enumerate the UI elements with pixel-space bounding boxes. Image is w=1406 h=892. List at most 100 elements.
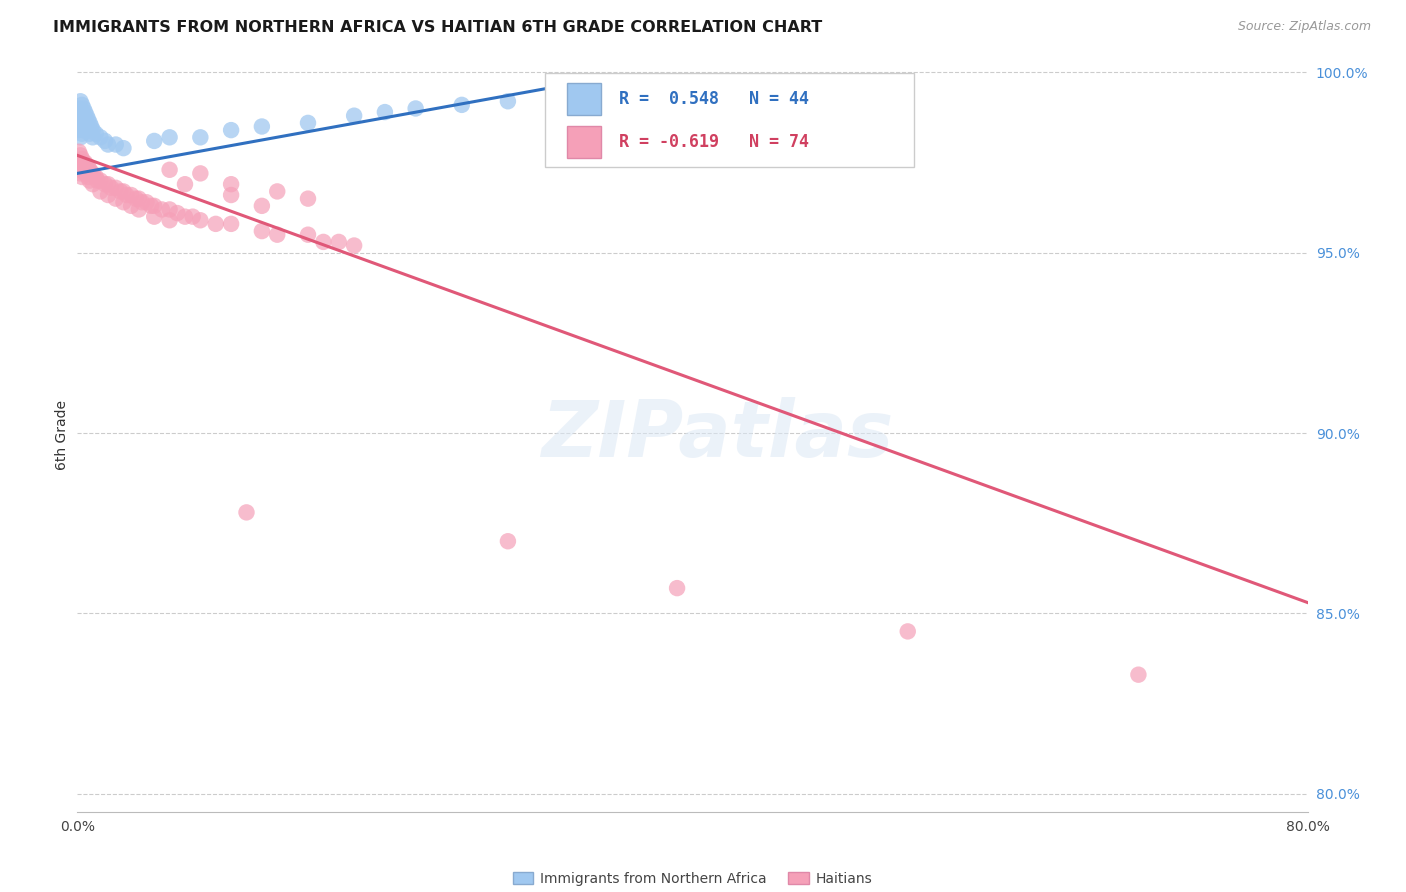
Point [104, 137, 127, 152]
Point [79, 162, 101, 177]
Point [80, 120, 103, 134]
Text: R =  0.548   N = 44: R = 0.548 N = 44 [619, 90, 808, 108]
Point [128, 202, 150, 217]
Point [174, 210, 197, 224]
Point [94, 178, 117, 192]
Point [266, 227, 288, 242]
Point [69, 120, 91, 134]
Point [104, 181, 127, 195]
Point [219, 178, 242, 192]
Point [67, 162, 90, 177]
Point [82, 130, 104, 145]
Point [77, 112, 100, 127]
Point [343, 238, 366, 252]
Point [120, 188, 142, 202]
Point [143, 199, 166, 213]
Point [73, 155, 96, 169]
Point [67, 112, 90, 127]
Point [70, 169, 93, 184]
Point [89, 130, 111, 145]
Point [343, 109, 366, 123]
Point [110, 185, 132, 199]
Point [543, 90, 565, 104]
Point [496, 95, 519, 109]
Point [266, 185, 288, 199]
Point [77, 159, 100, 173]
Point [69, 148, 91, 162]
Point [188, 213, 212, 227]
Point [150, 202, 173, 217]
Point [76, 159, 98, 173]
Point [328, 235, 350, 249]
Point [67, 145, 90, 159]
Point [86, 173, 108, 187]
Point [204, 217, 226, 231]
Point [82, 123, 104, 137]
Point [80, 166, 103, 180]
Point [297, 227, 319, 242]
Point [82, 166, 104, 180]
Point [312, 235, 335, 249]
Point [69, 155, 91, 169]
Point [79, 173, 101, 187]
Point [84, 169, 107, 184]
Point [72, 162, 94, 177]
Point [250, 120, 273, 134]
Point [188, 130, 212, 145]
Point [496, 534, 519, 549]
Point [143, 134, 166, 148]
Point [450, 98, 472, 112]
Point [79, 116, 101, 130]
FancyBboxPatch shape [567, 126, 602, 158]
Point [70, 116, 93, 130]
Point [589, 87, 612, 101]
Text: Source: ZipAtlas.com: Source: ZipAtlas.com [1237, 20, 1371, 33]
Point [405, 102, 427, 116]
FancyBboxPatch shape [546, 73, 914, 168]
Point [174, 178, 197, 192]
Point [219, 188, 242, 202]
Point [72, 102, 94, 116]
Point [97, 188, 120, 202]
Point [72, 112, 94, 127]
Point [70, 105, 93, 120]
Point [250, 224, 273, 238]
Point [897, 624, 920, 639]
Point [125, 192, 148, 206]
Point [159, 213, 181, 227]
Point [159, 162, 181, 177]
Point [89, 185, 111, 199]
FancyBboxPatch shape [567, 83, 602, 114]
Point [297, 192, 319, 206]
Point [159, 130, 181, 145]
Point [159, 202, 181, 217]
Point [115, 188, 138, 202]
Point [166, 206, 188, 220]
Point [67, 123, 90, 137]
Point [70, 98, 93, 112]
Text: R = -0.619   N = 74: R = -0.619 N = 74 [619, 133, 808, 151]
Point [188, 166, 212, 180]
Point [1128, 667, 1150, 681]
Point [76, 109, 98, 123]
Point [76, 166, 98, 180]
Point [79, 127, 101, 141]
Point [250, 199, 273, 213]
Point [97, 178, 120, 192]
Point [73, 166, 96, 180]
Point [70, 152, 93, 166]
Point [112, 195, 135, 210]
Point [84, 127, 107, 141]
Point [112, 185, 135, 199]
Point [72, 155, 94, 169]
Point [69, 109, 91, 123]
Point [131, 195, 153, 210]
Point [69, 166, 91, 180]
Text: IMMIGRANTS FROM NORTHERN AFRICA VS HAITIAN 6TH GRADE CORRELATION CHART: IMMIGRANTS FROM NORTHERN AFRICA VS HAITI… [53, 20, 823, 35]
Point [70, 127, 93, 141]
Point [77, 169, 100, 184]
Point [219, 217, 242, 231]
Point [143, 210, 166, 224]
Point [76, 120, 98, 134]
Text: ZIPatlas: ZIPatlas [541, 397, 893, 473]
